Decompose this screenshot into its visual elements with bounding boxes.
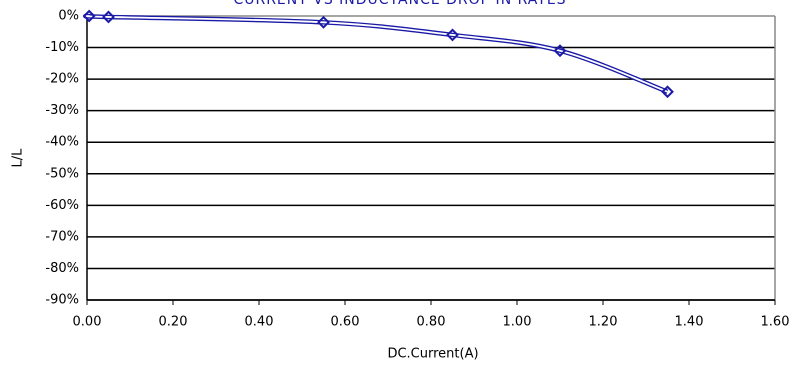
y-tick-label: -40% [45,135,79,150]
series-line-inner [84,15,668,93]
x-tick-label: 1.40 [675,315,704,330]
x-tick-label: 1.60 [761,315,790,330]
marker [82,9,96,23]
x-axis-label: DC.Current(A) [387,347,478,362]
y-tick-label: -50% [45,166,79,181]
y-tick-label: -80% [45,261,79,276]
y-tick-label: -70% [45,229,79,244]
y-tick-label: 0% [58,9,79,24]
x-tick-label: 0.00 [73,315,102,330]
x-tick-label: 0.80 [417,315,446,330]
marker [446,28,459,42]
x-tick-label: 0.60 [331,315,360,330]
y-tick-label: -90% [45,293,79,308]
x-tick-label: 1.00 [503,315,532,330]
y-tick-label: -60% [45,198,79,213]
y-tick-label: -10% [45,40,79,55]
marker [102,10,115,24]
x-tick-label: 1.20 [589,315,618,330]
marker [553,44,567,58]
x-tick-label: 0.40 [245,315,274,330]
y-tick-label: -20% [45,72,79,87]
y-tick-label: -30% [45,103,79,118]
chart-title: CURRENT VS INDUCTANCE DROP IN RATES [233,0,566,8]
marker [317,15,330,29]
x-tick-label: 0.20 [159,315,188,330]
y-axis-label: L/L [11,148,26,168]
series-line [83,13,669,94]
marker [661,85,674,99]
